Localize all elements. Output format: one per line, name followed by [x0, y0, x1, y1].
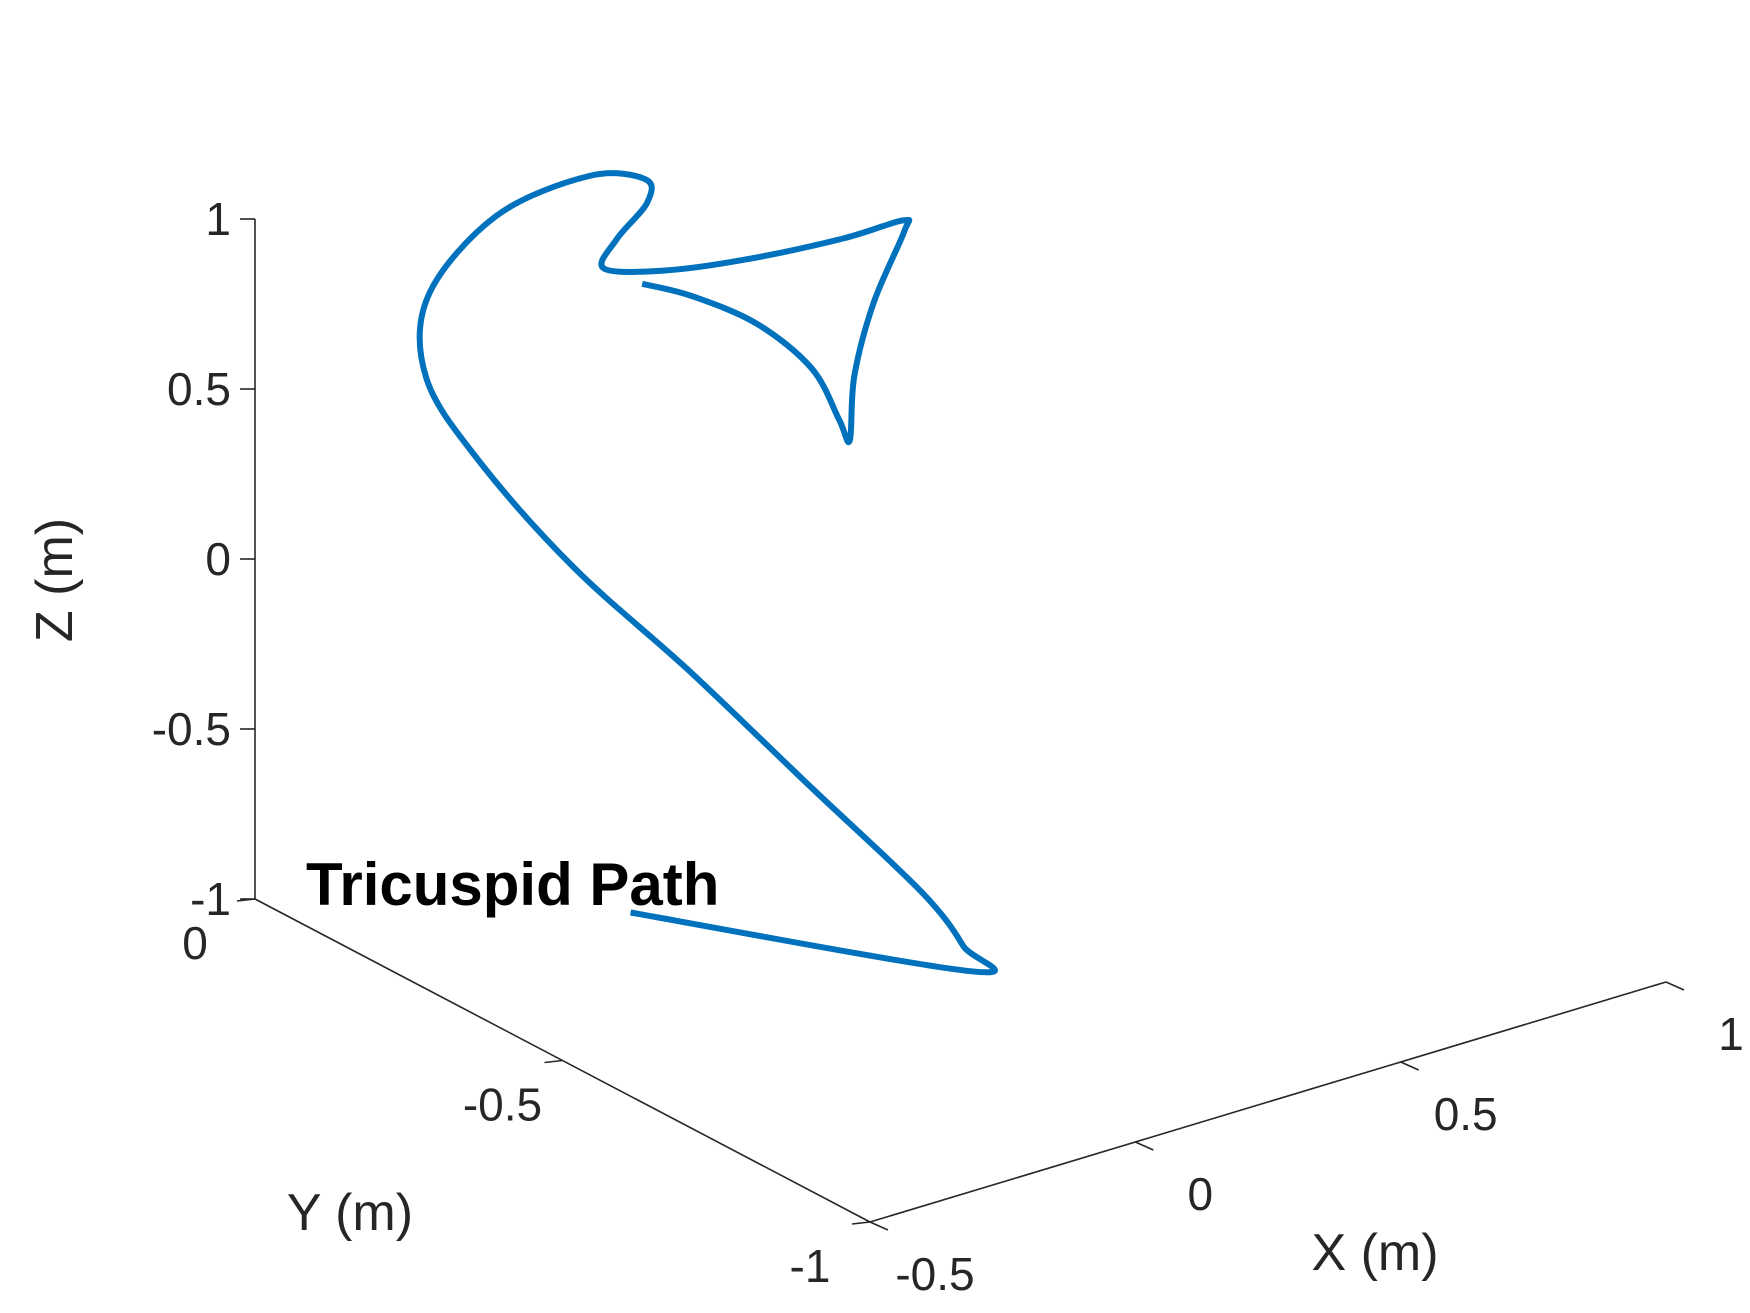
tick-marks — [236, 218, 1685, 1231]
x-axis-line — [869, 981, 1667, 1223]
tricuspid-path-series — [416, 170, 998, 976]
z-tick-label: 0 — [205, 533, 231, 585]
x-tick-label: 1 — [1718, 1008, 1744, 1060]
x-axis-label: X (m) — [1311, 1224, 1438, 1282]
x-tick-mark — [1135, 1141, 1154, 1151]
y-axis-label: Y (m) — [287, 1184, 413, 1242]
z-tick-label: -1 — [190, 873, 231, 925]
y-tick-mark — [851, 1221, 871, 1225]
x-tick-mark — [1400, 1061, 1419, 1071]
z-tick-label: 1 — [205, 193, 231, 245]
x-tick-mark — [869, 1221, 889, 1231]
z-axis-label: Z (m) — [26, 518, 84, 642]
y-tick-mark — [544, 1059, 563, 1064]
annotation-text: Tricuspid Path — [306, 851, 719, 918]
x-tick-mark — [1665, 981, 1685, 991]
x-tick-label: 0 — [1188, 1168, 1214, 1220]
y-tick-mark — [236, 898, 256, 902]
axes — [254, 219, 1667, 1223]
y-tick-label: -0.5 — [463, 1079, 542, 1131]
tick-labels: -1 -0.5 0 0.5 1 -1 -0.5 0 -0.5 0 0.5 1 — [152, 193, 1744, 1300]
z-tick-label: 0.5 — [167, 363, 231, 415]
z-tick-label: -0.5 — [152, 703, 231, 755]
x-tick-label: 0.5 — [1434, 1088, 1498, 1140]
y-tick-label: -1 — [790, 1240, 831, 1292]
x-tick-label: -0.5 — [895, 1248, 974, 1300]
y-tick-label: 0 — [182, 917, 208, 969]
